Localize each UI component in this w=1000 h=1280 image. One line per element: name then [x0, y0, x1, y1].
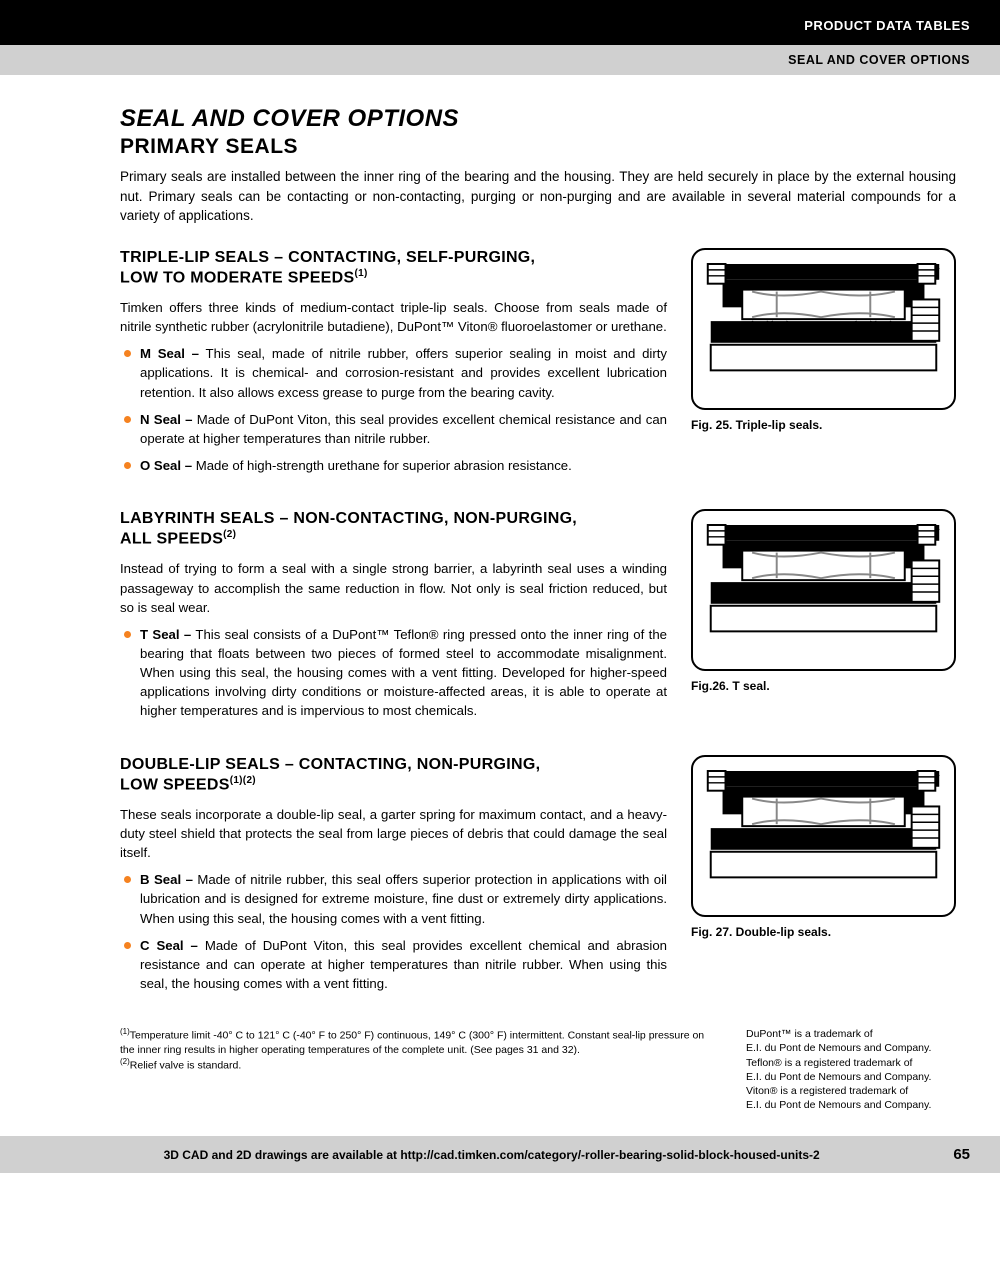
list-item: M Seal – This seal, made of nitrile rubb…	[120, 344, 667, 401]
footer-bar: 3D CAD and 2D drawings are available at …	[0, 1136, 1000, 1173]
section-heading: LABYRINTH SEALS – NON-CONTACTING, NON-PU…	[120, 509, 667, 549]
seal-list: B Seal – Made of nitrile rubber, this se…	[120, 870, 667, 993]
figure-diagram	[691, 509, 956, 671]
trademark-line: E.I. du Pont de Nemours and Company.	[746, 1070, 956, 1084]
main-title: SEAL AND COVER OPTIONS	[120, 105, 956, 133]
figure-caption: Fig. 27. Double-lip seals.	[691, 925, 956, 939]
intro-paragraph: Primary seals are installed between the …	[120, 167, 956, 226]
footer-cad-text: 3D CAD and 2D drawings are available at …	[30, 1148, 953, 1162]
figure-caption: Fig.26. T seal.	[691, 679, 956, 693]
section-row: DOUBLE-LIP SEALS – CONTACTING, NON-PURGI…	[120, 755, 956, 1002]
sub-title: PRIMARY SEALS	[120, 135, 956, 159]
page-content: SEAL AND COVER OPTIONS PRIMARY SEALS Pri…	[0, 75, 1000, 1112]
header-top-label: PRODUCT DATA TABLES	[804, 18, 970, 33]
section-heading: DOUBLE-LIP SEALS – CONTACTING, NON-PURGI…	[120, 755, 667, 795]
figure-diagram	[691, 755, 956, 917]
header-gray-bar: SEAL AND COVER OPTIONS	[0, 45, 1000, 75]
trademark-line: E.I. du Pont de Nemours and Company.	[746, 1041, 956, 1055]
section-heading: TRIPLE-LIP SEALS – CONTACTING, SELF-PURG…	[120, 248, 667, 288]
trademark-line: Viton® is a registered trademark of	[746, 1084, 956, 1098]
figure-column: Fig. 25. Triple-lip seals.	[691, 248, 956, 483]
section-row: LABYRINTH SEALS – NON-CONTACTING, NON-PU…	[120, 509, 956, 728]
footnotes-left: (1)Temperature limit -40° C to 121° C (-…	[120, 1027, 716, 1112]
header-sub-label: SEAL AND COVER OPTIONS	[788, 53, 970, 67]
list-item: T Seal – This seal consists of a DuPont™…	[120, 625, 667, 721]
figure-diagram	[691, 248, 956, 410]
trademark-line: DuPont™ is a trademark of	[746, 1027, 956, 1041]
list-item: B Seal – Made of nitrile rubber, this se…	[120, 870, 667, 927]
footer-page-number: 65	[953, 1146, 970, 1163]
section-body: These seals incorporate a double-lip sea…	[120, 805, 667, 862]
section-body: Timken offers three kinds of medium-cont…	[120, 298, 667, 336]
figure-caption: Fig. 25. Triple-lip seals.	[691, 418, 956, 432]
header-black-bar: PRODUCT DATA TABLES	[0, 0, 1000, 45]
section-text-column: DOUBLE-LIP SEALS – CONTACTING, NON-PURGI…	[120, 755, 667, 1002]
footnotes: (1)Temperature limit -40° C to 121° C (-…	[120, 1027, 956, 1112]
list-item: C Seal – Made of DuPont Viton, this seal…	[120, 936, 667, 993]
seal-list: T Seal – This seal consists of a DuPont™…	[120, 625, 667, 721]
seal-list: M Seal – This seal, made of nitrile rubb…	[120, 344, 667, 475]
section-text-column: TRIPLE-LIP SEALS – CONTACTING, SELF-PURG…	[120, 248, 667, 483]
list-item: N Seal – Made of DuPont Viton, this seal…	[120, 410, 667, 448]
section-row: TRIPLE-LIP SEALS – CONTACTING, SELF-PURG…	[120, 248, 956, 483]
trademark-notes: DuPont™ is a trademark ofE.I. du Pont de…	[746, 1027, 956, 1112]
trademark-line: Teflon® is a registered trademark of	[746, 1056, 956, 1070]
list-item: O Seal – Made of high-strength urethane …	[120, 456, 667, 475]
footnote-line: (1)Temperature limit -40° C to 121° C (-…	[120, 1027, 716, 1057]
footnote-line: (2)Relief valve is standard.	[120, 1057, 716, 1073]
section-text-column: LABYRINTH SEALS – NON-CONTACTING, NON-PU…	[120, 509, 667, 728]
trademark-line: E.I. du Pont de Nemours and Company.	[746, 1098, 956, 1112]
figure-column: Fig. 27. Double-lip seals.	[691, 755, 956, 1002]
figure-column: Fig.26. T seal.	[691, 509, 956, 728]
section-body: Instead of trying to form a seal with a …	[120, 559, 667, 616]
